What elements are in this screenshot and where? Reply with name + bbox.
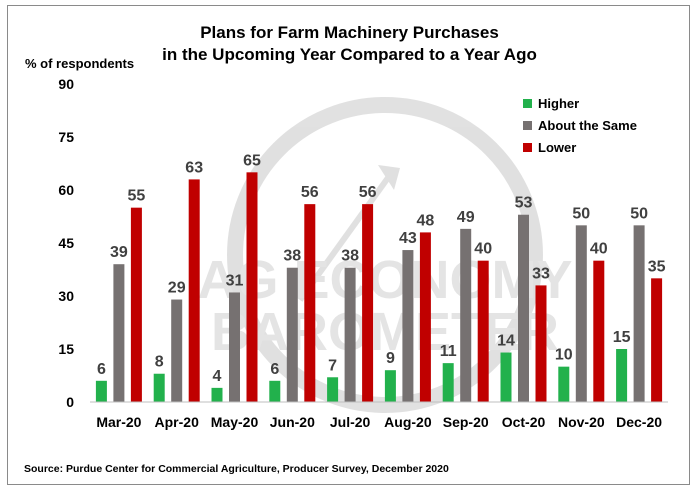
data-label-about-the-same: 43 [399,230,417,247]
data-label-about-the-same: 49 [457,209,475,226]
bar-about-the-same [402,250,414,402]
y-tick-label: 75 [58,129,74,145]
bar-higher [211,387,223,402]
data-label-lower: 40 [590,241,608,258]
data-label-about-the-same: 53 [515,195,533,212]
bar-about-the-same [633,225,645,402]
bar-lower [535,285,547,402]
y-tick-label: 30 [58,288,74,304]
y-tick-label: 60 [58,182,74,198]
bar-lower [188,179,200,402]
data-label-higher: 15 [613,329,631,346]
x-tick-label: May-20 [211,414,259,430]
data-label-lower: 55 [128,188,146,205]
bar-lower [304,204,316,402]
bar-higher [558,366,570,402]
legend-item-lower: Lower [523,136,637,158]
data-label-about-the-same: 50 [630,205,648,222]
bar-lower [362,204,374,402]
x-tick-label: Sep-20 [443,414,489,430]
data-label-higher: 11 [440,343,457,360]
data-label-lower: 56 [301,184,319,201]
x-tick-label: Oct-20 [502,414,546,430]
legend-swatch-same [523,120,532,130]
legend-swatch-lower [523,142,532,152]
y-tick-label: 90 [58,76,74,92]
bar-about-the-same [229,292,240,402]
data-label-higher: 10 [555,347,573,364]
legend-item-higher: Higher [523,92,637,114]
data-label-about-the-same: 29 [168,280,186,297]
x-tick-label: Aug-20 [384,414,432,430]
watermark-logo: AG ECONOMY BAROMETER [197,97,573,413]
x-tick-label: Mar-20 [96,414,141,430]
data-label-higher: 7 [328,357,337,374]
bar-about-the-same [518,214,529,402]
data-label-higher: 8 [155,354,164,371]
bar-lower [593,260,605,402]
legend-label-higher: Higher [538,95,580,111]
data-label-higher: 6 [97,361,106,378]
bar-higher [153,373,165,402]
data-label-about-the-same: 31 [226,272,244,289]
legend-swatch-higher [523,98,532,108]
data-label-lower: 48 [417,212,435,229]
x-tick-label: Apr-20 [155,414,200,430]
bar-higher [269,380,281,402]
data-label-lower: 65 [243,152,261,169]
bar-higher [327,377,339,402]
svg-text:BAROMETER: BAROMETER [211,302,559,362]
data-label-about-the-same: 38 [341,248,359,265]
y-axis: 0 15 30 45 60 75 90 [58,76,74,410]
legend: Higher About the Same Lower [523,92,637,158]
x-tick-label: Dec-20 [616,414,662,430]
bar-about-the-same [286,267,298,402]
bar-higher [95,380,107,402]
bar-about-the-same [344,267,356,402]
y-tick-label: 15 [58,341,74,357]
bar-lower [246,172,258,402]
bar-about-the-same [575,225,587,402]
data-label-about-the-same: 39 [110,244,128,261]
svg-text:AG ECONOMY: AG ECONOMY [197,250,572,310]
data-label-lower: 33 [532,265,550,282]
legend-label-same: About the Same [538,117,637,133]
data-label-higher: 14 [497,333,515,350]
x-axis: Mar-20 Apr-20 May-20 Jun-20 Jul-20 Aug-20 Sep-… [90,401,668,430]
y-tick-label: 0 [66,394,74,410]
bar-lower [477,260,489,402]
bar-about-the-same [460,228,472,402]
chart-title-line-2: in the Upcoming Year Compared to a Year … [162,45,537,64]
bar-lower [419,232,431,402]
data-label-higher: 9 [386,350,395,367]
y-axis-label: % of respondents [25,56,135,71]
bar-about-the-same [171,299,183,402]
legend-item-same: About the Same [523,114,637,136]
data-label-about-the-same: 50 [572,205,590,222]
x-tick-label: Jul-20 [330,414,371,430]
data-label-higher: 6 [270,361,279,378]
source-note: Source: Purdue Center for Commercial Agr… [24,463,449,475]
bar-lower [651,278,663,402]
data-label-lower: 56 [359,184,377,201]
bar-higher [442,363,454,402]
chart-title-line-1: Plans for Farm Machinery Purchases [200,23,499,42]
data-label-about-the-same: 38 [283,248,301,265]
bar-lower [130,207,142,402]
bar-higher [384,370,396,402]
bar-higher [500,352,512,402]
legend-label-lower: Lower [538,139,577,155]
data-label-lower: 35 [648,258,666,275]
x-tick-label: Jun-20 [270,414,315,430]
bar-higher [616,349,628,402]
data-label-lower: 40 [474,241,492,258]
bar-about-the-same [113,264,125,402]
y-tick-label: 45 [58,235,74,251]
data-label-higher: 4 [213,368,222,385]
x-tick-label: Nov-20 [558,414,605,430]
data-label-lower: 63 [185,159,203,176]
